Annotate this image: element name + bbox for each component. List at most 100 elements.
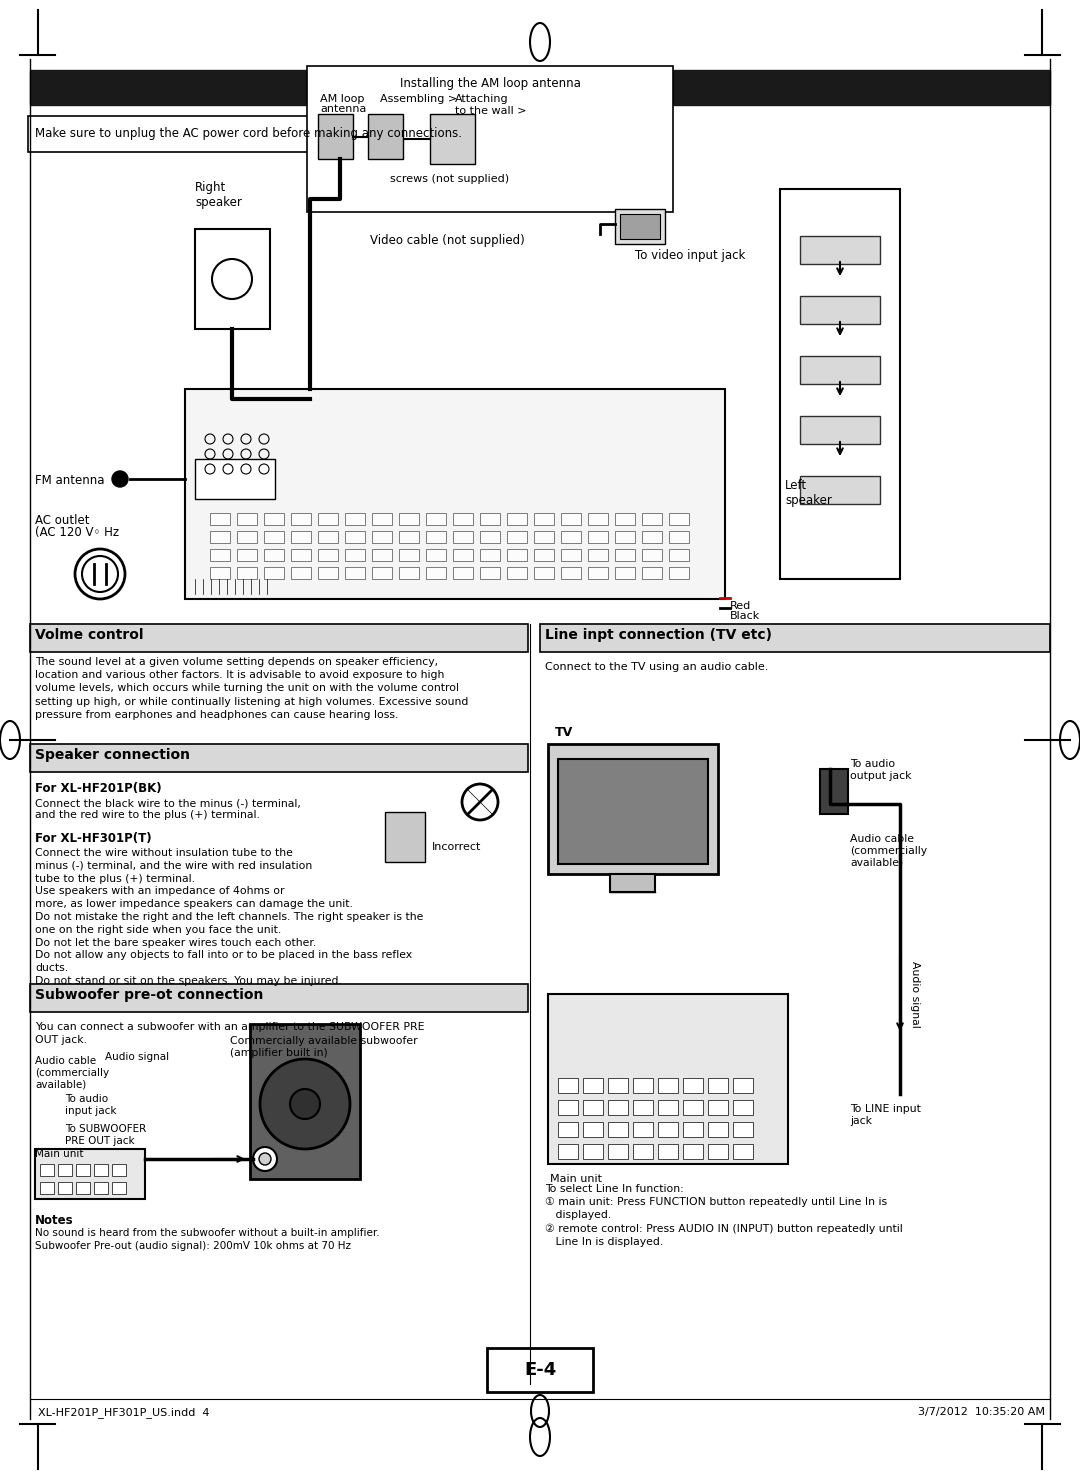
Bar <box>453 566 473 578</box>
Bar <box>548 994 788 1164</box>
Bar <box>642 513 662 525</box>
Bar <box>588 531 608 543</box>
Bar <box>608 1078 627 1093</box>
Bar <box>480 549 500 561</box>
Text: Main unit: Main unit <box>550 1174 602 1185</box>
Text: Left
speaker: Left speaker <box>785 479 832 507</box>
Bar <box>507 549 527 561</box>
Text: To SUBWOOFER
PRE OUT jack: To SUBWOOFER PRE OUT jack <box>65 1124 146 1146</box>
Bar <box>58 1164 72 1176</box>
Bar <box>558 1078 578 1093</box>
Bar <box>76 1164 90 1176</box>
Circle shape <box>112 470 129 487</box>
Text: For XL-HF201P(BK): For XL-HF201P(BK) <box>35 782 162 796</box>
Bar <box>453 549 473 561</box>
Bar <box>264 513 284 525</box>
Text: Connect the wire without insulation tube to the
minus (-) terminal, and the wire: Connect the wire without insulation tube… <box>35 847 423 986</box>
Bar <box>264 531 284 543</box>
Bar <box>642 531 662 543</box>
Text: No sound is heard from the subwoofer without a built-in amplifier.
Subwoofer Pre: No sound is heard from the subwoofer wit… <box>35 1228 380 1251</box>
Text: Volme control: Volme control <box>35 629 144 642</box>
Text: Connect to the TV using an audio cable.: Connect to the TV using an audio cable. <box>545 663 768 671</box>
Circle shape <box>260 1059 350 1149</box>
Bar <box>583 1123 603 1137</box>
Bar <box>615 566 635 578</box>
Text: Audio signal: Audio signal <box>910 961 920 1028</box>
Bar <box>683 1143 703 1160</box>
Bar <box>658 1143 678 1160</box>
Text: 3/7/2012  10:35:20 AM: 3/7/2012 10:35:20 AM <box>918 1407 1045 1417</box>
Bar <box>426 566 446 578</box>
Circle shape <box>253 1148 276 1171</box>
Bar <box>733 1100 753 1115</box>
Bar <box>633 1078 653 1093</box>
Bar <box>112 1164 126 1176</box>
Bar <box>210 566 230 578</box>
Bar <box>480 531 500 543</box>
Bar <box>608 1100 627 1115</box>
Bar <box>112 1182 126 1194</box>
Text: To select Line In function:
① main unit: Press FUNCTION button repeatedly until : To select Line In function: ① main unit:… <box>545 1185 903 1247</box>
Bar <box>318 566 338 578</box>
Text: AM loop: AM loop <box>320 95 364 104</box>
Bar <box>30 70 1050 105</box>
Bar <box>558 759 708 864</box>
Bar <box>540 624 1050 652</box>
Bar <box>658 1078 678 1093</box>
Bar <box>669 566 689 578</box>
Text: Audio cable
(commercially
available): Audio cable (commercially available) <box>850 834 927 867</box>
Bar <box>507 566 527 578</box>
Bar <box>583 1100 603 1115</box>
Bar <box>561 566 581 578</box>
Bar <box>185 389 725 599</box>
Text: To audio
output jack: To audio output jack <box>850 759 912 781</box>
Bar <box>558 1143 578 1160</box>
Bar <box>345 566 365 578</box>
Text: Audio cable
(commercially
available): Audio cable (commercially available) <box>35 1056 109 1089</box>
Text: Connect the black wire to the minus (-) terminal,
and the red wire to the plus (: Connect the black wire to the minus (-) … <box>35 799 301 821</box>
Bar <box>683 1100 703 1115</box>
Bar <box>264 566 284 578</box>
Bar <box>210 549 230 561</box>
Bar <box>345 549 365 561</box>
Bar <box>534 566 554 578</box>
Text: Right
speaker: Right speaker <box>195 180 242 209</box>
Bar <box>76 1182 90 1194</box>
Text: Installing the AM loop antenna: Installing the AM loop antenna <box>400 77 580 90</box>
Bar <box>210 531 230 543</box>
Bar <box>291 531 311 543</box>
Text: E-4: E-4 <box>524 1361 556 1378</box>
Bar <box>399 566 419 578</box>
Bar <box>558 1100 578 1115</box>
Bar <box>633 1123 653 1137</box>
Bar <box>264 549 284 561</box>
Bar <box>345 513 365 525</box>
Bar <box>800 416 880 444</box>
Text: Speaker connection: Speaker connection <box>35 748 190 762</box>
Text: For XL-HF301P(T): For XL-HF301P(T) <box>35 833 151 845</box>
Bar <box>318 531 338 543</box>
Bar <box>210 513 230 525</box>
Bar <box>94 1182 108 1194</box>
Bar <box>318 513 338 525</box>
Text: antenna: antenna <box>320 104 366 114</box>
Bar <box>620 214 660 240</box>
Bar <box>615 531 635 543</box>
Bar <box>237 513 257 525</box>
Text: to the wall >: to the wall > <box>455 106 527 115</box>
Bar <box>588 566 608 578</box>
Text: Incorrect: Incorrect <box>432 842 482 852</box>
Text: The sound level at a given volume setting depends on speaker efficiency,
locatio: The sound level at a given volume settin… <box>35 657 469 720</box>
Bar <box>708 1078 728 1093</box>
Bar <box>237 531 257 543</box>
Text: Red: Red <box>730 600 752 611</box>
Text: Subwoofer pre-ot connection: Subwoofer pre-ot connection <box>35 988 264 1001</box>
Bar <box>708 1100 728 1115</box>
Text: AC outlet: AC outlet <box>35 515 90 527</box>
Bar <box>237 549 257 561</box>
Bar <box>58 1182 72 1194</box>
Bar <box>820 769 848 813</box>
Bar <box>453 531 473 543</box>
Bar <box>608 1123 627 1137</box>
Text: Audio signal: Audio signal <box>105 1052 170 1062</box>
